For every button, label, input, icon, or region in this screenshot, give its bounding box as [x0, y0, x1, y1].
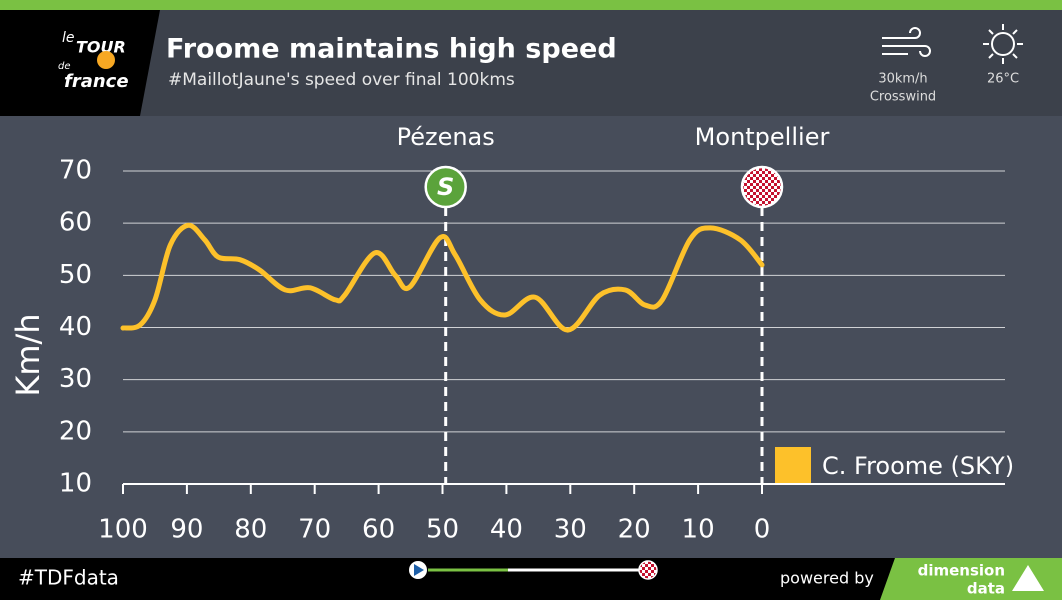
x-tick-label: 60 — [362, 515, 395, 545]
x-tick-label: 90 — [170, 515, 203, 545]
top-bar — [0, 0, 1062, 10]
logo-text: le — [62, 30, 75, 46]
wind-icon — [882, 27, 931, 57]
x-tick-label: 100 — [98, 515, 148, 545]
y-tick-label: 30 — [59, 364, 92, 394]
hashtag: #TDFdata — [18, 566, 119, 590]
brand-text: dimension — [918, 562, 1005, 580]
y-tick-label: 70 — [59, 156, 92, 186]
x-tick-label: 70 — [298, 515, 331, 545]
logo-box — [0, 10, 160, 116]
chart-area — [0, 116, 1062, 558]
temperature: 26°C — [987, 72, 1019, 87]
x-tick-label: 0 — [754, 515, 771, 545]
legend-label: C. Froome (SKY) — [822, 452, 1014, 480]
y-axis-label: Km/h — [9, 313, 47, 396]
y-tick-label: 20 — [59, 416, 92, 446]
x-tick-label: 80 — [234, 515, 267, 545]
subtitle: #MaillotJaune's speed over final 100kms — [168, 70, 515, 90]
y-tick-label: 60 — [59, 208, 92, 238]
x-tick-label: 10 — [682, 515, 715, 545]
header — [0, 10, 1062, 116]
play-icon — [414, 564, 424, 576]
brand-text: data — [967, 580, 1005, 598]
y-tick-label: 40 — [59, 312, 92, 342]
x-tick-label: 50 — [426, 515, 459, 545]
marker-icon — [740, 165, 784, 209]
sun-icon — [983, 24, 1023, 64]
legend-swatch — [775, 447, 811, 483]
logo-text: france — [64, 71, 129, 92]
powered-by: powered by — [780, 569, 874, 588]
x-tick-label: 40 — [490, 515, 523, 545]
marker-label: Montpellier — [695, 123, 830, 151]
progress-finish — [638, 560, 658, 580]
wind-label: Crosswind — [870, 90, 936, 105]
brand-icon — [1012, 565, 1044, 591]
speed-line — [120, 222, 765, 333]
title: Froome maintains high speed — [166, 34, 617, 65]
marker-icon-text: S — [437, 173, 454, 201]
logo-text: de — [58, 61, 71, 72]
y-tick-label: 10 — [59, 469, 92, 499]
x-tick-label: 20 — [618, 515, 651, 545]
wind-speed: 30km/h — [878, 72, 927, 87]
logo-text: TOUR — [76, 38, 126, 57]
y-tick-label: 50 — [59, 260, 92, 290]
marker-icon — [424, 165, 467, 209]
marker-label: Pézenas — [397, 123, 495, 151]
x-tick-label: 30 — [554, 515, 587, 545]
logo-sun — [97, 51, 115, 69]
